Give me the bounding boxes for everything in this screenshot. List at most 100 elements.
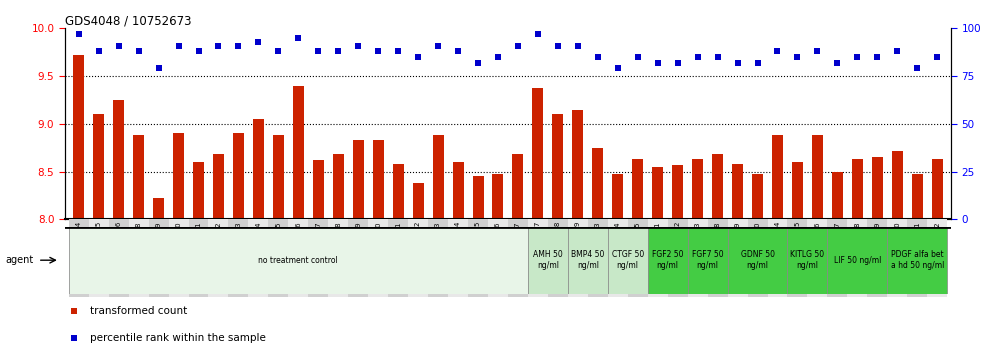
Text: GSM510056: GSM510056: [815, 221, 821, 263]
Bar: [373, 140, 383, 219]
Bar: [608, 227, 647, 294]
Point: [130, 48, 146, 54]
Text: GSM509256: GSM509256: [116, 221, 122, 263]
Bar: [772, 135, 783, 219]
Point: [570, 43, 586, 48]
Point: [351, 43, 367, 48]
Text: GSM510031: GSM510031: [195, 221, 201, 264]
Bar: [727, 227, 788, 294]
Bar: [768, 219, 788, 297]
Bar: [907, 219, 927, 297]
Point: [689, 54, 705, 60]
Text: GSM510061: GSM510061: [914, 221, 920, 264]
Point: [230, 43, 246, 48]
Point: [929, 54, 945, 60]
Point: [150, 65, 166, 71]
Text: agent: agent: [5, 255, 33, 265]
Bar: [712, 154, 723, 219]
Point: [210, 43, 226, 48]
Bar: [828, 227, 887, 294]
Text: GSM510062: GSM510062: [934, 221, 940, 263]
Text: GSM510065: GSM510065: [634, 221, 640, 263]
Bar: [588, 219, 608, 297]
Text: GSM510053: GSM510053: [694, 221, 700, 263]
Bar: [452, 162, 463, 219]
Point: [470, 60, 486, 65]
Bar: [392, 164, 403, 219]
Bar: [233, 133, 244, 219]
Bar: [492, 173, 503, 219]
Point: [649, 60, 665, 65]
Bar: [887, 219, 907, 297]
Point: [830, 60, 846, 65]
Text: FGF2 50
ng/ml: FGF2 50 ng/ml: [652, 250, 683, 270]
Point: [170, 43, 186, 48]
Text: GSM510043: GSM510043: [435, 221, 441, 263]
Bar: [388, 219, 408, 297]
Bar: [652, 167, 663, 219]
Text: GDS4048 / 10752673: GDS4048 / 10752673: [65, 14, 191, 27]
Point: [190, 48, 206, 54]
Text: GSM509255: GSM509255: [96, 221, 102, 263]
Bar: [788, 219, 808, 297]
Bar: [74, 55, 85, 219]
Bar: [872, 157, 882, 219]
Text: GSM510030: GSM510030: [175, 221, 181, 264]
Bar: [213, 154, 224, 219]
Bar: [468, 219, 488, 297]
Bar: [488, 219, 508, 297]
Bar: [752, 173, 763, 219]
Bar: [428, 219, 448, 297]
Bar: [508, 219, 528, 297]
Text: GSM510058: GSM510058: [855, 221, 861, 263]
Point: [371, 48, 386, 54]
Bar: [687, 219, 707, 297]
Bar: [448, 219, 468, 297]
Bar: [553, 114, 564, 219]
Bar: [687, 227, 727, 294]
Bar: [792, 162, 803, 219]
Bar: [293, 86, 304, 219]
Text: GSM510037: GSM510037: [316, 221, 322, 264]
Text: GSM510040: GSM510040: [375, 221, 381, 263]
Point: [530, 31, 546, 37]
Point: [629, 54, 645, 60]
Text: GSM510042: GSM510042: [415, 221, 421, 263]
Point: [810, 48, 826, 54]
Text: GSM510060: GSM510060: [894, 221, 900, 264]
Text: LIF 50 ng/ml: LIF 50 ng/ml: [834, 256, 881, 265]
Bar: [69, 219, 89, 297]
Bar: [253, 119, 264, 219]
Bar: [148, 219, 168, 297]
Text: GSM510028: GSM510028: [135, 221, 141, 263]
Text: GSM510051: GSM510051: [654, 221, 660, 263]
Text: BMP4 50
ng/ml: BMP4 50 ng/ml: [571, 250, 605, 270]
Point: [730, 60, 746, 65]
Bar: [613, 173, 623, 219]
Point: [450, 48, 466, 54]
Text: GSM510059: GSM510059: [874, 221, 880, 263]
Bar: [268, 219, 289, 297]
Bar: [911, 173, 922, 219]
Bar: [647, 219, 667, 297]
Bar: [114, 100, 124, 219]
Text: transformed count: transformed count: [90, 306, 187, 316]
Bar: [69, 227, 528, 294]
Point: [291, 35, 307, 41]
Text: GSM510054: GSM510054: [775, 221, 781, 263]
Bar: [168, 219, 188, 297]
Bar: [528, 227, 568, 294]
Bar: [412, 183, 423, 219]
Text: GSM510033: GSM510033: [235, 221, 241, 264]
Bar: [333, 154, 344, 219]
Text: PDGF alfa bet
a hd 50 ng/ml: PDGF alfa bet a hd 50 ng/ml: [890, 250, 944, 270]
Point: [270, 48, 286, 54]
Bar: [228, 219, 248, 297]
Point: [770, 48, 786, 54]
Bar: [868, 219, 887, 297]
Bar: [472, 177, 483, 219]
Bar: [109, 219, 128, 297]
Text: GSM510036: GSM510036: [296, 221, 302, 264]
Point: [111, 43, 126, 48]
Text: GSM509254: GSM509254: [76, 221, 82, 263]
